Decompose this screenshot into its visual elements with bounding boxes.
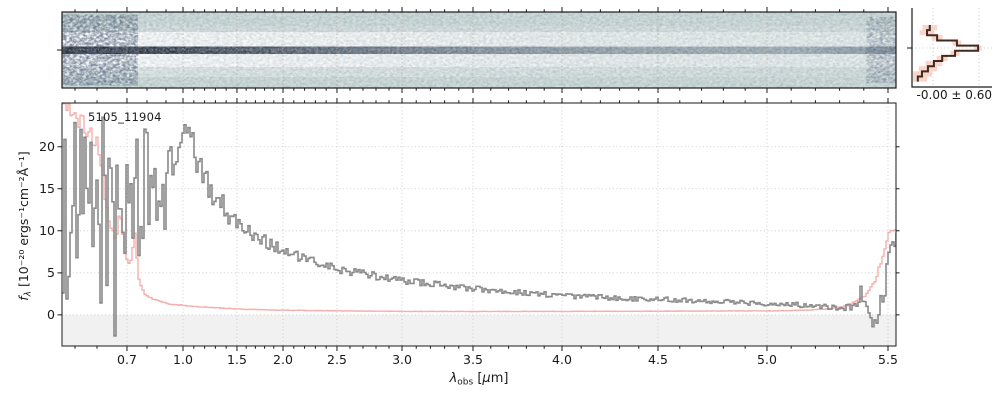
spectrum-panel <box>57 98 900 351</box>
spectrum-border <box>61 102 897 347</box>
spectrum-ticks <box>57 98 900 351</box>
profile-spines <box>911 8 992 88</box>
y-axis-label-symbol: f <box>16 296 31 301</box>
spec2d-panel <box>57 7 897 93</box>
y-tick-label: 5 <box>47 264 55 280</box>
x-axis-label-subscript: obs <box>457 377 474 388</box>
x-tick-label: 5.0 <box>757 352 777 367</box>
profile-stat-label: -0.00 ± 0.60 <box>916 88 992 102</box>
x-axis-label-symbol: λ <box>449 371 458 386</box>
x-tick-label: 1.5 <box>227 352 247 367</box>
y-tick-label: 10 <box>39 222 55 238</box>
error-line <box>62 103 896 313</box>
x-axis-label-mu: μ <box>482 371 491 386</box>
x-tick-label: 5.5 <box>878 352 898 367</box>
y-axis-label-subscript: λ <box>23 291 34 297</box>
profile-error-band <box>913 25 982 82</box>
x-tick-label: 3.5 <box>463 352 483 367</box>
x-tick-label: 0.7 <box>117 352 137 367</box>
x-tick-label: 2.5 <box>327 352 347 367</box>
below-zero-band <box>62 314 896 346</box>
y-tick-label: 20 <box>39 138 55 154</box>
profile-gridlines <box>932 8 980 87</box>
source-id-label: 5105_11904 <box>88 110 162 124</box>
x-tick-label: 4.0 <box>552 352 572 367</box>
x-tick-label: 1.0 <box>173 352 193 367</box>
profile-panel <box>907 8 992 88</box>
x-tick-label: 4.5 <box>648 352 668 367</box>
x-tick-label: 3.0 <box>392 352 412 367</box>
profile-line <box>916 25 980 82</box>
y-tick-label: 0 <box>47 306 55 322</box>
x-tick-label: 2.0 <box>273 352 293 367</box>
spec2d-ticks <box>57 7 889 93</box>
x-axis-label: λobs [μm] <box>449 371 509 388</box>
flux-line <box>62 116 896 337</box>
y-tick-label: 15 <box>39 180 55 196</box>
